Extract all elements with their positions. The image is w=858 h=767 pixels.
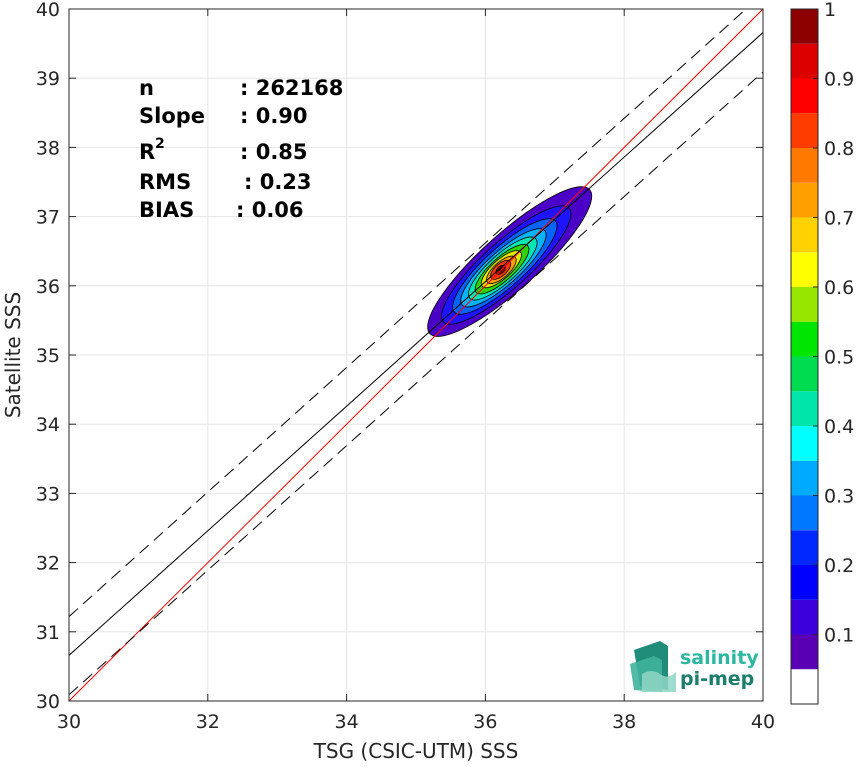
colorbar-bin-12 (791, 252, 818, 287)
colorbar-tick-label: 0.3 (824, 486, 854, 508)
y-tick-label: 37 (36, 207, 60, 229)
colorbar-bin-19 (791, 9, 818, 44)
colorbar-bin-5 (791, 495, 818, 531)
colorbar-bin-14 (791, 182, 818, 218)
wave-logo-icon (630, 641, 676, 692)
colorbar-bin-9 (791, 356, 818, 392)
stat-value-rms: : 0.23 (244, 170, 312, 194)
colorbar-bin-8 (791, 391, 818, 426)
colorbar-bin-0 (791, 669, 818, 704)
colorbar-bin-4 (791, 530, 818, 565)
stat-value-n: : 262168 (240, 76, 343, 100)
y-tick-label: 35 (36, 345, 60, 367)
logo-line-pimep: pi-mep (680, 668, 754, 690)
colorbar-bin-18 (791, 43, 818, 79)
colorbar-tick-label: 0.5 (824, 347, 854, 369)
colorbar-bin-15 (791, 148, 818, 183)
x-tick-label: 40 (751, 711, 775, 733)
stat-label-bias: BIAS (139, 198, 194, 222)
colorbar-tick-label: 0.6 (824, 277, 854, 299)
stat-label-n: n (139, 76, 154, 100)
y-tick-label: 32 (36, 553, 60, 575)
colorbar-tick-label: 0.4 (824, 416, 854, 438)
logo-line-salinity: salinity (680, 647, 759, 669)
x-axis-ticks: 30 32 34 36 38 40 (57, 9, 775, 733)
x-tick-label: 38 (612, 711, 636, 733)
colorbar-tick-label: 0.1 (824, 625, 854, 647)
colorbar-tick-label: 0.8 (824, 138, 854, 160)
x-tick-label: 36 (473, 711, 497, 733)
colorbar-tick-label: 0.7 (824, 208, 854, 230)
identity-line (69, 9, 763, 701)
y-axis-label: Satellite SSS (1, 292, 25, 418)
statistics-box: n : 262168 Slope : 0.90 R 2 : 0.85 RMS : 0.23 BIA… (139, 76, 343, 222)
stat-value-bias: : 0.06 (236, 198, 304, 222)
grid-lines (68, 8, 764, 702)
y-tick-label: 30 (36, 691, 60, 713)
stat-value-slope: : 0.90 (240, 104, 308, 128)
upper-bound-line (69, 9, 747, 617)
stat-label-superscript: 2 (155, 136, 165, 152)
colorbar-bin-16 (791, 113, 818, 148)
colorbar-bin-11 (791, 287, 818, 322)
colorbar-bin-13 (791, 217, 818, 253)
colorbar-tick-label: 0.9 (824, 69, 854, 91)
stat-label-rms: RMS (139, 170, 191, 194)
lower-bound-line (69, 71, 763, 696)
y-tick-label: 31 (36, 622, 60, 644)
y-tick-label: 38 (36, 137, 60, 159)
stat-value-r: : 0.85 (240, 140, 308, 164)
y-axis-ticks: 30 31 32 33 34 35 36 37 38 39 40 (36, 0, 763, 713)
colorbar-bin-2 (791, 599, 818, 635)
x-tick-label: 34 (335, 711, 359, 733)
stat-label-slope: Slope (139, 104, 205, 128)
y-tick-label: 40 (36, 0, 60, 21)
y-tick-label: 36 (36, 276, 60, 298)
regression-line (69, 32, 763, 656)
x-tick-label: 30 (57, 711, 81, 733)
salinity-pimep-logo: salinity pi-mep (630, 641, 759, 692)
colorbar-tick-label: 0.2 (824, 555, 854, 577)
stat-label-r: R (139, 140, 155, 164)
y-tick-label: 34 (36, 414, 60, 436)
colorbar-bin-7 (791, 426, 818, 461)
colorbar-tick-label: 1 (824, 0, 836, 21)
fit-lines (69, 9, 763, 701)
y-tick-label: 33 (36, 483, 60, 505)
x-tick-label: 32 (196, 711, 220, 733)
colorbar-bin-17 (791, 78, 818, 114)
colorbar-bin-3 (791, 565, 818, 600)
colorbar-bin-6 (791, 460, 818, 496)
colorbar-bin-1 (791, 634, 818, 670)
colorbar-bin-10 (791, 321, 818, 357)
y-tick-label: 39 (36, 68, 60, 90)
x-axis-label: TSG (CSIC-UTM) SSS (313, 739, 519, 763)
colorbar: 0.1 0.2 0.3 0.4 0.5 0.6 0.7 0.8 0.9 1 (790, 0, 854, 705)
